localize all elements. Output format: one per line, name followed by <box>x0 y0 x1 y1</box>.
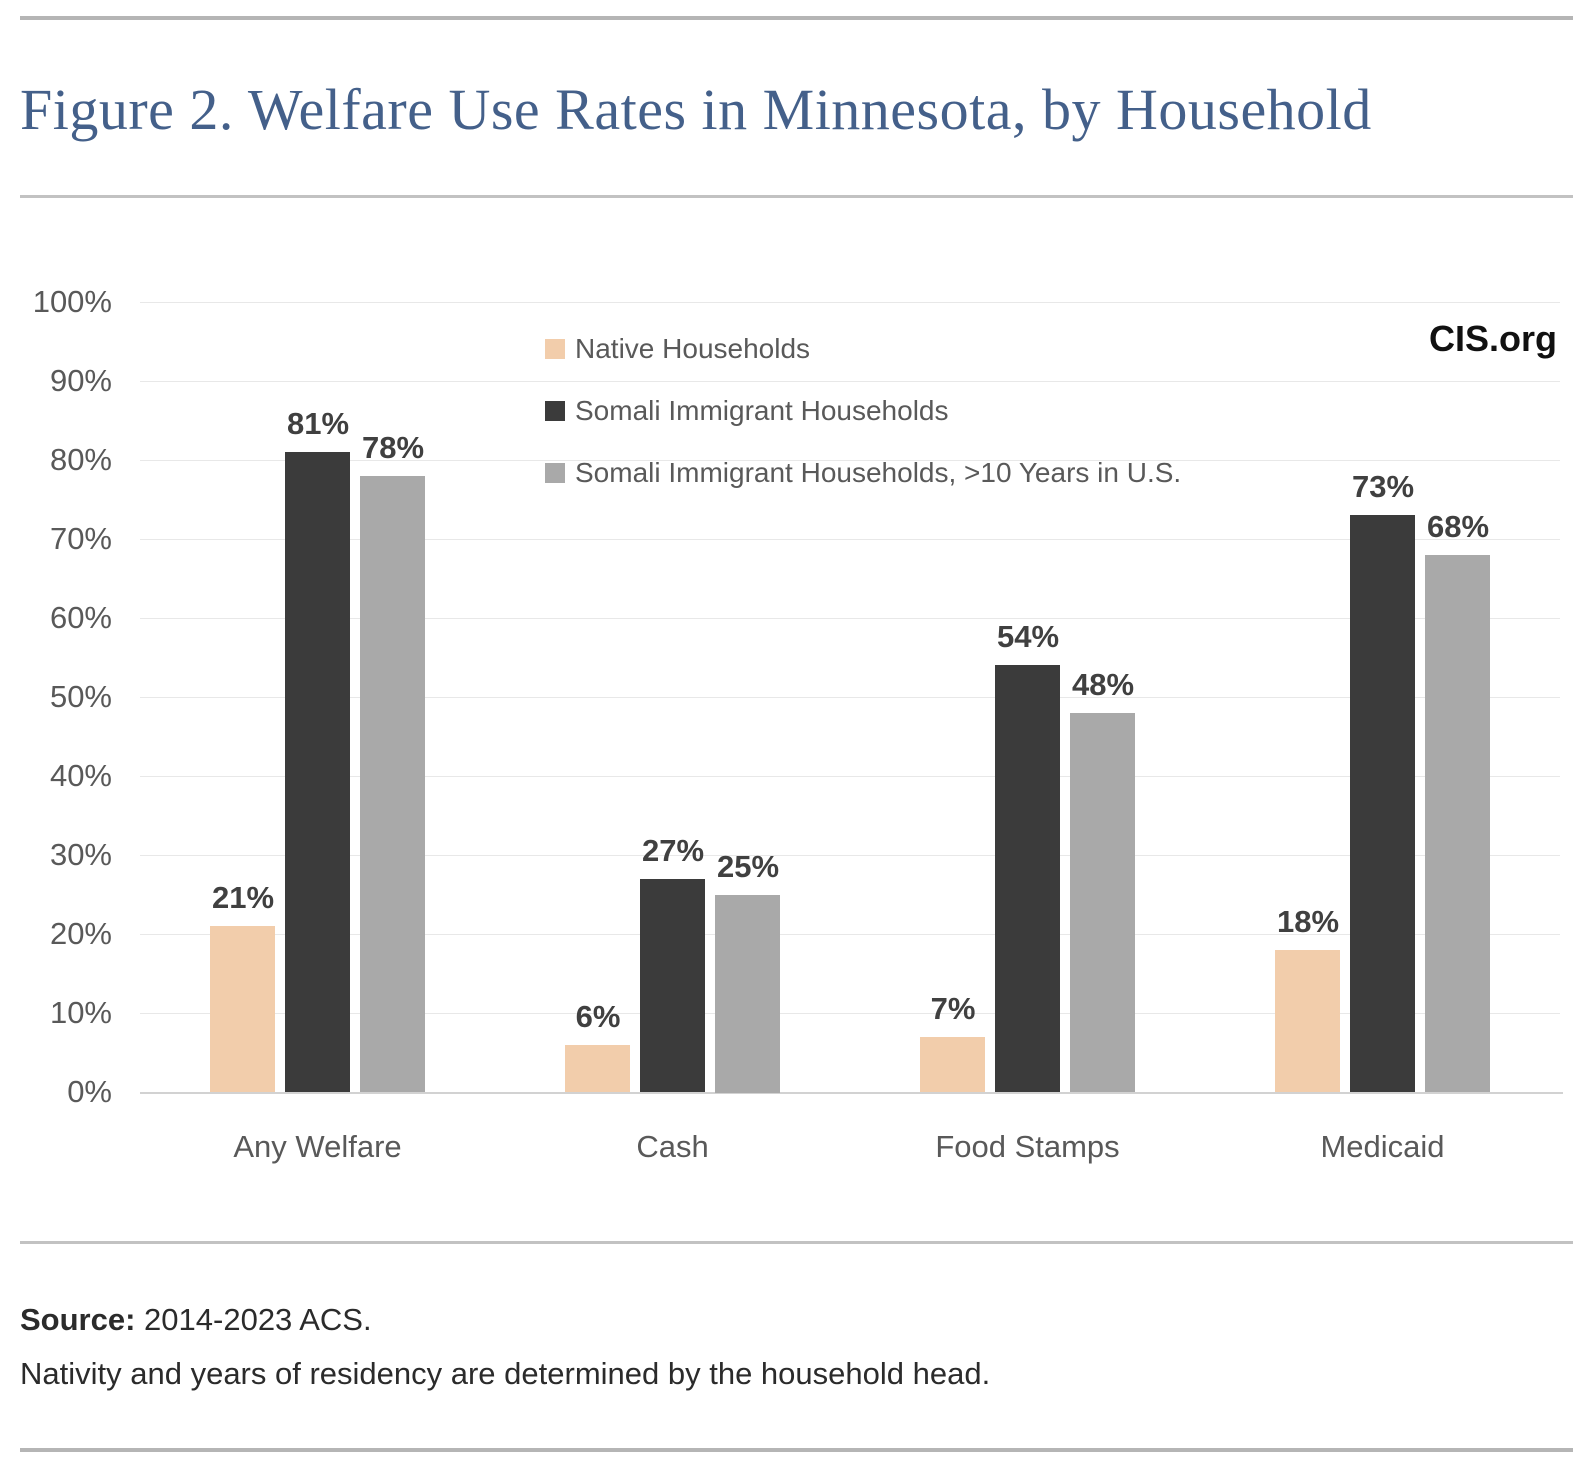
bar-value-native-households-any-welfare: 21% <box>211 880 275 915</box>
legend-label-native-households: Native Households <box>575 333 811 364</box>
source-line: Source: 2014-2023 ACS. <box>20 1300 372 1340</box>
y-axis-tick-20: 20% <box>49 916 112 951</box>
bar-value-somali-immigrant-households-10-years-in-u-s-food-stamps: 48% <box>1071 667 1135 702</box>
bar-somali-immigrant-households-any-welfare <box>285 452 350 1092</box>
legend-label-somali-immigrant-households: Somali Immigrant Households <box>575 395 949 426</box>
bar-somali-immigrant-households-cash <box>640 879 705 1092</box>
y-axis-tick-40: 40% <box>49 758 112 793</box>
category-label-cash: Cash <box>636 1129 709 1164</box>
legend-label-somali-immigrant-households-10-years-in-u-s: Somali Immigrant Households, >10 Years i… <box>575 457 1182 488</box>
gridline-70 <box>140 539 1560 540</box>
legend-swatch-native-households <box>545 339 565 359</box>
gridline-40 <box>140 776 1560 777</box>
y-axis-tick-10: 10% <box>49 995 112 1030</box>
bar-native-households-any-welfare <box>210 926 275 1092</box>
bar-native-households-food-stamps <box>920 1037 985 1092</box>
footnote: Nativity and years of residency are dete… <box>20 1356 991 1391</box>
bar-somali-immigrant-households-10-years-in-u-s-any-welfare <box>360 476 425 1092</box>
legend-swatch-somali-immigrant-households-10-years-in-u-s <box>545 463 565 483</box>
gridline-100 <box>140 302 1560 303</box>
legend-item-somali-immigrant-households-10-years-in-u-s: Somali Immigrant Households, >10 Years i… <box>545 458 1181 488</box>
bar-value-somali-immigrant-households-cash: 27% <box>641 833 705 868</box>
y-axis-tick-50: 50% <box>49 679 112 714</box>
category-label-medicaid: Medicaid <box>1320 1129 1445 1164</box>
y-axis-tick-30: 30% <box>49 837 112 872</box>
bar-value-somali-immigrant-households-food-stamps: 54% <box>996 619 1060 654</box>
y-axis-tick-80: 80% <box>49 442 112 477</box>
bar-value-somali-immigrant-households-any-welfare: 81% <box>286 406 350 441</box>
cis-org-logo: CIS.org <box>1428 318 1557 359</box>
figure-title: Figure 2. Welfare Use Rates in Minnesota… <box>20 77 1372 142</box>
legend-swatch-somali-immigrant-households <box>545 401 565 421</box>
y-axis-tick-60: 60% <box>49 600 112 635</box>
gridline-80 <box>140 460 1560 461</box>
y-axis-tick-90: 90% <box>49 363 112 398</box>
category-label-any-welfare: Any Welfare <box>233 1129 402 1164</box>
bar-native-households-cash <box>565 1045 630 1092</box>
top-divider <box>20 16 1573 20</box>
gridline-50 <box>140 697 1560 698</box>
gridline-10 <box>140 1013 1560 1014</box>
bar-value-somali-immigrant-households-medicaid: 73% <box>1351 469 1415 504</box>
bar-value-native-households-food-stamps: 7% <box>930 991 976 1026</box>
bar-chart: CIS.org 0% 10% 20% 30% 40% 50% 60% 70% 80% 90% 100… <box>32 284 1563 1164</box>
y-axis-tick-100: 100% <box>32 284 112 319</box>
bar-somali-immigrant-households-medicaid <box>1350 515 1415 1092</box>
bar-somali-immigrant-households-10-years-in-u-s-food-stamps <box>1070 713 1135 1092</box>
bar-somali-immigrant-households-10-years-in-u-s-cash <box>715 895 780 1093</box>
bar-value-native-households-cash: 6% <box>575 999 621 1034</box>
gridline-0 <box>140 1092 1563 1094</box>
source-text: 2014-2023 ACS. <box>144 1302 372 1337</box>
y-axis-tick-0: 0% <box>67 1074 112 1109</box>
source-label: Source: <box>20 1302 136 1337</box>
bottom-divider <box>20 1448 1573 1452</box>
bar-value-somali-immigrant-households-10-years-in-u-s-medicaid: 68% <box>1426 509 1490 544</box>
bar-somali-immigrant-households-food-stamps <box>995 665 1060 1092</box>
legend-item-native-households: Native Households <box>545 334 810 364</box>
bar-value-somali-immigrant-households-10-years-in-u-s-cash: 25% <box>716 849 780 884</box>
category-label-food-stamps: Food Stamps <box>935 1129 1120 1164</box>
gridline-90 <box>140 381 1560 382</box>
bar-somali-immigrant-households-10-years-in-u-s-medicaid <box>1425 555 1490 1092</box>
gridline-30 <box>140 855 1560 856</box>
bar-value-somali-immigrant-households-10-years-in-u-s-any-welfare: 78% <box>361 430 425 465</box>
title-divider <box>20 195 1573 198</box>
gridline-20 <box>140 934 1560 935</box>
gridline-60 <box>140 618 1560 619</box>
chart-divider <box>20 1241 1573 1244</box>
legend-item-somali-immigrant-households: Somali Immigrant Households <box>545 396 949 426</box>
bar-native-households-medicaid <box>1275 950 1340 1092</box>
bar-value-native-households-medicaid: 18% <box>1276 904 1340 939</box>
y-axis-tick-70: 70% <box>49 521 112 556</box>
